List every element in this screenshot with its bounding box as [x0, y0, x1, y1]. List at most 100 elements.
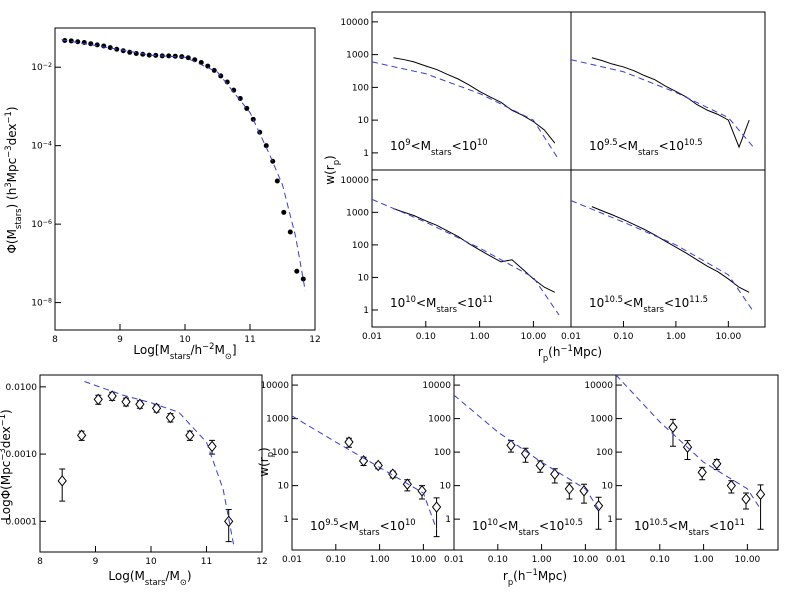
script-text: 9 [405, 137, 410, 147]
text-part: <10 [659, 139, 684, 153]
panel: 0.01 0.10 1.00 10.001101001000100001010.5<M… [584, 374, 779, 565]
script-text: −8 [43, 297, 52, 304]
annotation: 1010.5<Mstars<1011 [634, 517, 745, 537]
y-tick-label: 100 [596, 448, 613, 458]
annotation: 1010<Mstars<1010.5 [472, 517, 583, 537]
script-text: stars [170, 351, 191, 361]
text-part: r [538, 345, 543, 359]
model-line [454, 394, 599, 510]
data-point [506, 439, 516, 452]
x-tick-label: 10 [145, 557, 157, 567]
y-tick-label: 1000 [428, 415, 451, 425]
y-tick-label: 1 [283, 515, 289, 525]
script-text: 10.5 [684, 137, 703, 147]
x-tick-label: 10.00 [715, 332, 741, 342]
data-point [755, 488, 766, 501]
data-point [127, 49, 133, 55]
script-text: 10 [477, 137, 488, 147]
annotation: 1010.5<Mstars<1011.5 [589, 294, 708, 314]
text-part: <M [668, 519, 688, 533]
data-group [57, 381, 235, 549]
data-point [550, 468, 560, 480]
y-tick-label: 1 [363, 306, 369, 316]
data-point [344, 436, 354, 448]
data-group [372, 198, 560, 316]
y-tick-label: 0.0010 [6, 450, 38, 460]
text-part: M [215, 343, 225, 357]
x-tick-label: 0.01 [606, 555, 626, 565]
script-text: 9.5 [604, 137, 617, 147]
y-tick-label: 100 [434, 448, 451, 458]
x-tick-label: 10.00 [573, 555, 599, 565]
panel: 0.01 0.10 1.00 10.00 1 10 100 1000 10000 rp(h−1Mp… [340, 169, 602, 363]
script-text: −3 [0, 448, 7, 460]
text-part: ) [5, 106, 19, 111]
text-part: ) [257, 447, 271, 452]
data-point [107, 390, 117, 402]
text-part: <M [411, 139, 431, 153]
data-point [579, 485, 589, 497]
panel: 0.01 0.10 1.00 10.00110100100010000w(rp)109… [257, 374, 455, 565]
x-tick-label: 8 [37, 557, 43, 567]
panel: 8 9 10 11 1210−810−610−410−2Log[Mstars/h−2M⊙… [3, 27, 321, 361]
model-line [571, 200, 754, 312]
x-axis-label: rp(h−1Mpc) [503, 567, 567, 587]
text-part: Log[M [133, 343, 169, 357]
y-tick-label: 10 [440, 482, 452, 492]
text-part: 10 [589, 139, 604, 153]
text-part: w(r [257, 457, 271, 476]
model-line [61, 39, 306, 291]
model-line [372, 61, 560, 161]
y-tick-label: 10−4 [31, 140, 52, 152]
script-text: stars [359, 527, 380, 537]
data-point [135, 398, 145, 411]
script-text: p [265, 452, 275, 457]
text-part: Φ(M [5, 229, 19, 253]
annotation: 1010<Mstars<1011 [390, 294, 493, 314]
text-part: <M [618, 139, 638, 153]
script-text: 10 [405, 517, 416, 527]
text-part: Log(M [108, 569, 144, 583]
script-text: stars [643, 304, 664, 314]
data-group [454, 394, 604, 530]
script-text: 10 [405, 294, 416, 304]
script-text: stars [13, 208, 23, 229]
data-point [294, 268, 300, 274]
data-group [571, 57, 754, 149]
plot-frame [570, 169, 766, 328]
script-text: 10.5 [649, 517, 668, 527]
data-point [94, 42, 100, 48]
data-point [270, 158, 276, 164]
data-point [237, 95, 243, 101]
text-part: LogΦ(Mpc [0, 461, 13, 521]
data-point [185, 429, 195, 442]
x-tick-label: 12 [256, 557, 267, 567]
data-point [712, 457, 722, 470]
text-part: ) [323, 155, 337, 160]
y-tick-label: 1000 [346, 208, 369, 218]
data-group [616, 375, 766, 530]
x-tick-label: 0.01 [362, 332, 382, 342]
data-point [68, 38, 74, 44]
data-point [388, 468, 398, 480]
text-part: <M [339, 519, 359, 533]
text-part: ) [187, 569, 192, 583]
script-text: stars [431, 147, 452, 157]
x-tick-label: 12 [309, 335, 320, 345]
data-point [535, 459, 545, 472]
data-point [151, 402, 162, 415]
data-point [520, 447, 531, 460]
x-tick-label: 9 [117, 335, 123, 345]
y-tick-label: 10 [358, 273, 370, 283]
x-axis-label: rp(h−1Mpc) [538, 343, 602, 363]
data-point [373, 459, 383, 472]
text-part: 10 [31, 299, 43, 309]
data-point [431, 501, 442, 513]
script-text: −3 [3, 145, 13, 157]
y-tick-label: 1 [607, 515, 613, 525]
text-part: ) (h [5, 188, 19, 209]
data-point [166, 53, 172, 59]
data-group [571, 200, 754, 312]
plot-frame [615, 374, 779, 551]
